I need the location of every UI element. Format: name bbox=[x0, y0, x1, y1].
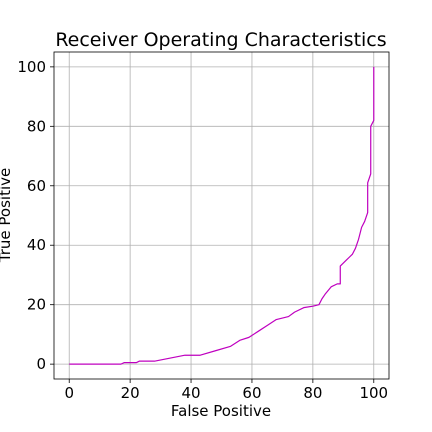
chart-title: Receiver Operating Characteristics bbox=[55, 29, 386, 51]
y-tick-label: 20 bbox=[27, 296, 46, 314]
x-tick-label: 20 bbox=[121, 384, 140, 402]
y-axis-label: True Positive bbox=[0, 168, 14, 263]
series-layer bbox=[69, 66, 375, 365]
y-tick-label: 40 bbox=[27, 236, 46, 254]
y-tick-label: 60 bbox=[27, 177, 46, 195]
x-tick-label: 40 bbox=[181, 384, 200, 402]
plot-frame bbox=[53, 51, 390, 380]
x-tick-label: 60 bbox=[242, 384, 261, 402]
x-tick-label: 80 bbox=[303, 384, 322, 402]
x-axis-label: False Positive bbox=[171, 402, 271, 420]
roc-curve-line bbox=[69, 66, 375, 365]
x-tick-label: 100 bbox=[359, 384, 388, 402]
x-tick-label: 0 bbox=[64, 384, 74, 402]
y-tick-label: 80 bbox=[27, 117, 46, 135]
y-tick-label: 0 bbox=[36, 355, 46, 373]
y-tick-label: 100 bbox=[17, 58, 46, 76]
ticks: 0 20 40 60 80 100 0 20 40 60 80 100 bbox=[17, 58, 388, 402]
